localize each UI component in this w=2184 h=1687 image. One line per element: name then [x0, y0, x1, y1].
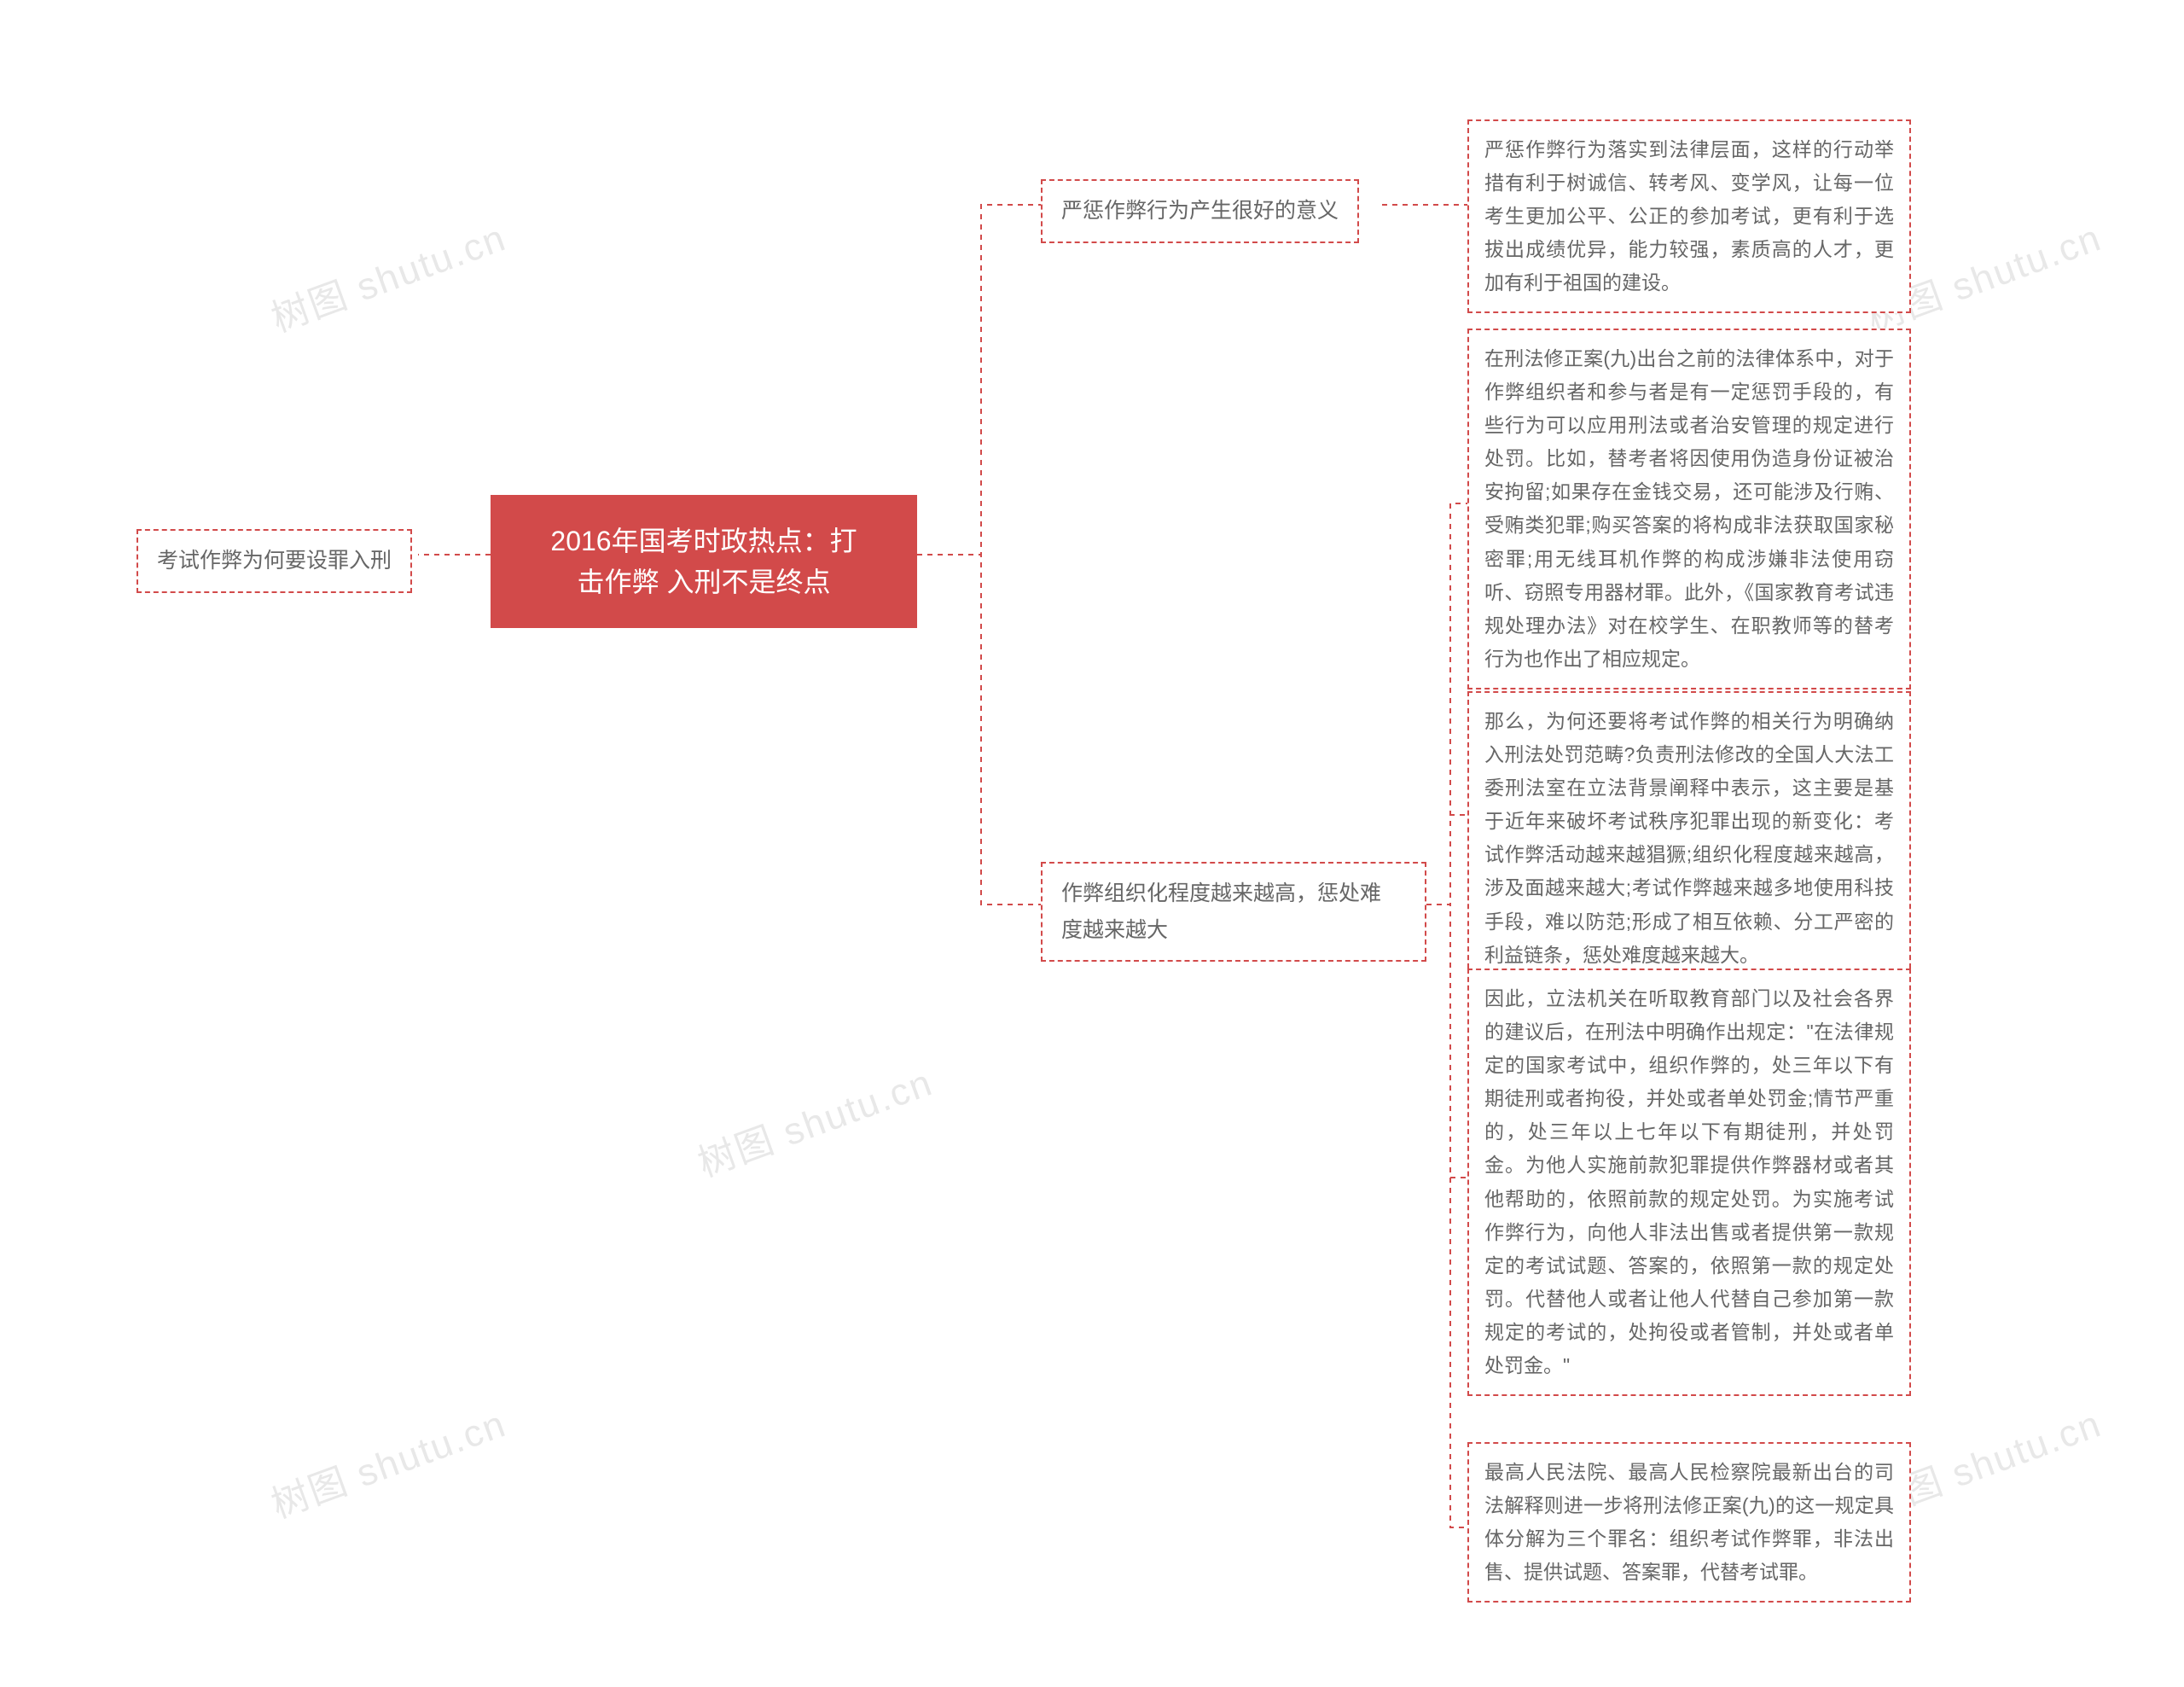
branch2-detail-node-2[interactable]: 因此，立法机关在听取教育部门以及社会各界的建议后，在刑法中明确作出规定："在法律… — [1467, 969, 1911, 1396]
root-title-line2: 击作弊 入刑不是终点 — [518, 561, 890, 602]
watermark: 树图 shutu.cn — [263, 207, 513, 343]
branch2-detail-node-1[interactable]: 那么，为何还要将考试作弊的相关行为明确纳入刑法处罚范畴?负责刑法修改的全国人大法… — [1467, 691, 1911, 986]
watermark: 树图 shutu.cn — [689, 1052, 939, 1188]
branch1-title-node[interactable]: 严惩作弊行为产生很好的意义 — [1041, 179, 1359, 243]
branch2-title-line2: 度越来越大 — [1061, 912, 1406, 949]
branch1-detail-node[interactable]: 严惩作弊行为落实到法律层面，这样的行动举措有利于树诚信、转考风、变学风，让每一位… — [1467, 119, 1911, 313]
branch2-title-node[interactable]: 作弊组织化程度越来越高，惩处难 度越来越大 — [1041, 862, 1426, 962]
branch2-detail-node-0[interactable]: 在刑法修正案(九)出台之前的法律体系中，对于作弊组织者和参与者是有一定惩罚手段的… — [1467, 329, 1911, 689]
root-node[interactable]: 2016年国考时政热点：打 击作弊 入刑不是终点 — [491, 495, 917, 628]
branch2-title-line1: 作弊组织化程度越来越高，惩处难 — [1061, 875, 1406, 912]
left-branch-node[interactable]: 考试作弊为何要设罪入刑 — [136, 529, 412, 593]
watermark: 树图 shutu.cn — [263, 1393, 513, 1529]
root-title-line1: 2016年国考时政热点：打 — [518, 521, 890, 561]
branch2-detail-node-3[interactable]: 最高人民法院、最高人民检察院最新出台的司法解释则进一步将刑法修正案(九)的这一规… — [1467, 1442, 1911, 1603]
